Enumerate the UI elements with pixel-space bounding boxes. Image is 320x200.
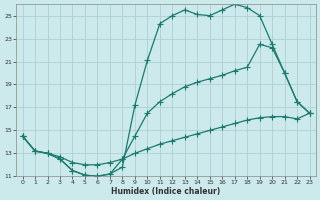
X-axis label: Humidex (Indice chaleur): Humidex (Indice chaleur) (111, 187, 221, 196)
